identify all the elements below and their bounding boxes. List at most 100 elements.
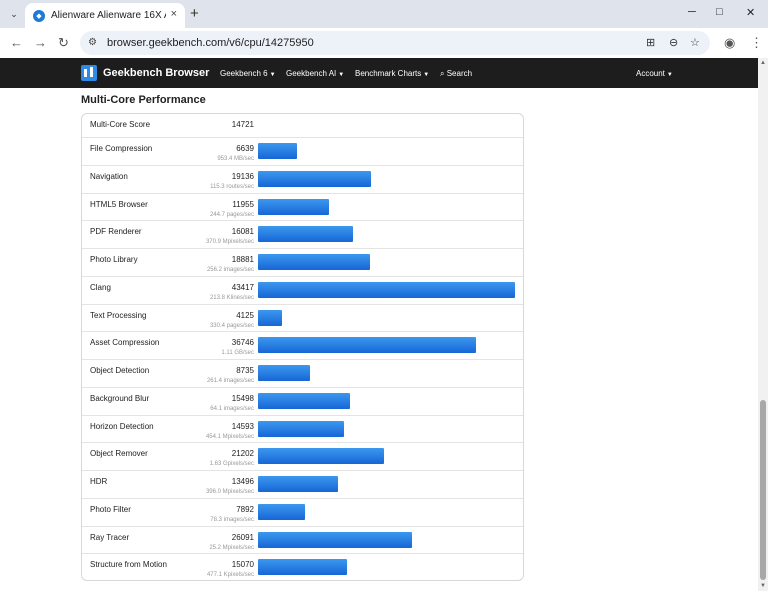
workload-name: Photo Library	[90, 255, 138, 264]
workload-rate: 78.3 images/sec	[210, 516, 254, 523]
nav-search[interactable]: ⌕ Search	[440, 69, 473, 78]
workload-name: Ray Tracer	[90, 532, 130, 542]
workload-row: Background Blur 15498 64.1 images/sec	[82, 388, 523, 416]
workload-row: HDR 13496 396.0 Mpixels/sec	[82, 471, 523, 499]
workload-score-bar	[258, 337, 476, 354]
workload-score-bar	[258, 198, 329, 215]
scroll-thumb[interactable]	[760, 400, 766, 580]
translate-icon[interactable]: ⊞	[646, 37, 656, 49]
workload-score: 43417	[231, 282, 254, 292]
workload-rate: 115.3 routes/sec	[210, 183, 254, 190]
workload-score: 15070	[231, 560, 254, 570]
brand-name[interactable]: Geekbench Browser	[103, 67, 210, 79]
workload-name: Asset Compression	[90, 338, 160, 348]
workload-score: 14593	[231, 421, 254, 431]
workload-row: Photo Filter 7892 78.3 images/sec	[82, 499, 523, 527]
score-value: 14721	[231, 120, 254, 129]
back-icon[interactable]: ←	[10, 35, 23, 50]
menu-icon[interactable]: ⋮	[750, 35, 763, 50]
site-info-icon[interactable]: ⚙	[88, 37, 97, 48]
workload-score-bar	[258, 226, 354, 243]
workload-score-bar	[258, 254, 370, 270]
workload-score-bar	[258, 309, 283, 326]
workload-name: Object Remover	[90, 449, 148, 459]
workload-name: HDR	[90, 477, 108, 486]
page-scrollbar[interactable]: ▲ ▼	[758, 58, 768, 591]
geekbench-logo-icon[interactable]	[81, 65, 97, 81]
workload-score-bar	[258, 143, 298, 159]
workload-score-bar	[258, 559, 348, 576]
workload-score-bar	[258, 503, 305, 520]
section-title: Multi-Core Performance	[81, 94, 206, 106]
workload-row: File Compression 6639 953.4 MB/sec	[82, 138, 523, 166]
tab-title: Alienware Alienware 16X Auro	[51, 10, 166, 21]
workload-name: Photo Filter	[90, 504, 131, 514]
workload-rate: 261.4 images/sec	[206, 378, 254, 384]
nav-benchmark-charts[interactable]: Benchmark Charts ▼	[355, 69, 430, 78]
caret-down-icon: ▼	[666, 72, 673, 78]
new-tab-icon[interactable]: +	[190, 5, 199, 22]
workload-score-bar	[258, 170, 372, 187]
workload-rate: 953.4 MB/sec	[217, 156, 254, 162]
nav-account[interactable]: Account ▼	[636, 69, 673, 78]
page-content: Multi-Core Performance Multi-Core Score …	[0, 88, 758, 591]
workload-name: Horizon Detection	[90, 421, 154, 431]
workload-score-bar	[258, 420, 345, 437]
workload-row: Text Processing 4125 330.4 pages/sec	[82, 305, 523, 333]
reload-icon[interactable]: ↻	[58, 35, 69, 50]
workload-name: Clang	[90, 282, 111, 292]
maximize-icon[interactable]: □	[716, 6, 723, 18]
tab-close-icon[interactable]: ×	[170, 8, 177, 20]
workload-rate: 213.8 Klines/sec	[209, 294, 254, 301]
workload-rate: 1.11 GB/sec	[221, 350, 254, 357]
workload-row: Photo Library 18881 256.2 images/sec	[82, 249, 523, 277]
forward-icon[interactable]: →	[34, 35, 47, 50]
workload-name: Text Processing	[90, 310, 147, 320]
workload-row: Asset Compression 36746 1.11 GB/sec	[82, 332, 523, 360]
workload-score: 21202	[231, 449, 254, 459]
workload-score: 8735	[236, 366, 254, 375]
workload-row: Object Detection 8735 261.4 images/sec	[82, 360, 523, 388]
browser-tab[interactable]: ◆ Alienware Alienware 16X Auro ×	[25, 3, 185, 28]
workload-rate: 256.2 images/sec	[206, 267, 254, 273]
workload-row: Horizon Detection 14593 454.1 Mpixels/sec	[82, 416, 523, 444]
workload-row: Clang 43417 213.8 Klines/sec	[82, 277, 523, 305]
nav-geekbench-6[interactable]: Geekbench 6 ▼	[220, 69, 276, 78]
workload-score: 18881	[231, 255, 254, 264]
workload-score: 11955	[232, 199, 254, 209]
workload-row: Object Remover 21202 1.63 Gpixels/sec	[82, 443, 523, 471]
workload-rate: 477.1 Kpixels/sec	[206, 572, 254, 579]
workload-row: Navigation 19136 115.3 routes/sec	[82, 166, 523, 194]
workload-score: 7892	[236, 504, 254, 514]
workload-name: Background Blur	[90, 393, 150, 403]
workload-name: PDF Renderer	[90, 227, 142, 237]
workload-rate: 25.2 Mpixels/sec	[209, 544, 254, 551]
address-bar[interactable]: ⚙ browser.geekbench.com/v6/cpu/14275950 …	[80, 31, 710, 55]
profile-icon[interactable]: ◉	[724, 35, 736, 50]
workload-row: PDF Renderer 16081 370.9 Mpixels/sec	[82, 221, 523, 249]
zoom-icon[interactable]: ⊖	[669, 37, 679, 49]
workload-rate: 370.9 Mpixels/sec	[205, 239, 254, 246]
score-label: Multi-Core Score	[90, 120, 151, 129]
workload-rate: 396.0 Mpixels/sec	[205, 489, 254, 495]
workload-rate: 64.1 images/sec	[210, 405, 254, 412]
scroll-down-icon[interactable]: ▼	[760, 583, 766, 589]
workload-score-bar	[258, 448, 384, 465]
tab-search-chevron-icon[interactable]: ⌄	[10, 8, 18, 19]
workload-rate: 330.4 pages/sec	[209, 322, 254, 329]
workload-score: 36746	[231, 338, 254, 348]
scroll-up-icon[interactable]: ▲	[760, 60, 766, 66]
caret-down-icon: ▼	[423, 72, 430, 78]
site-navbar: Geekbench Browser Geekbench 6 ▼ Geekbench…	[0, 58, 758, 88]
url-text[interactable]: browser.geekbench.com/v6/cpu/14275950	[107, 37, 314, 49]
workload-score-bar	[258, 281, 515, 298]
minimize-icon[interactable]: ─	[688, 6, 696, 18]
bookmark-star-icon[interactable]: ☆	[690, 37, 700, 49]
nav-geekbench-ai[interactable]: Geekbench AI ▼	[286, 69, 345, 78]
workload-name: File Compression	[90, 144, 153, 153]
workload-score-bar	[258, 531, 413, 548]
workload-rate: 454.1 Mpixels/sec	[205, 433, 254, 440]
workload-score: 15498	[231, 393, 254, 403]
workload-score-bar	[258, 392, 350, 409]
close-window-icon[interactable]: ✕	[746, 7, 756, 19]
